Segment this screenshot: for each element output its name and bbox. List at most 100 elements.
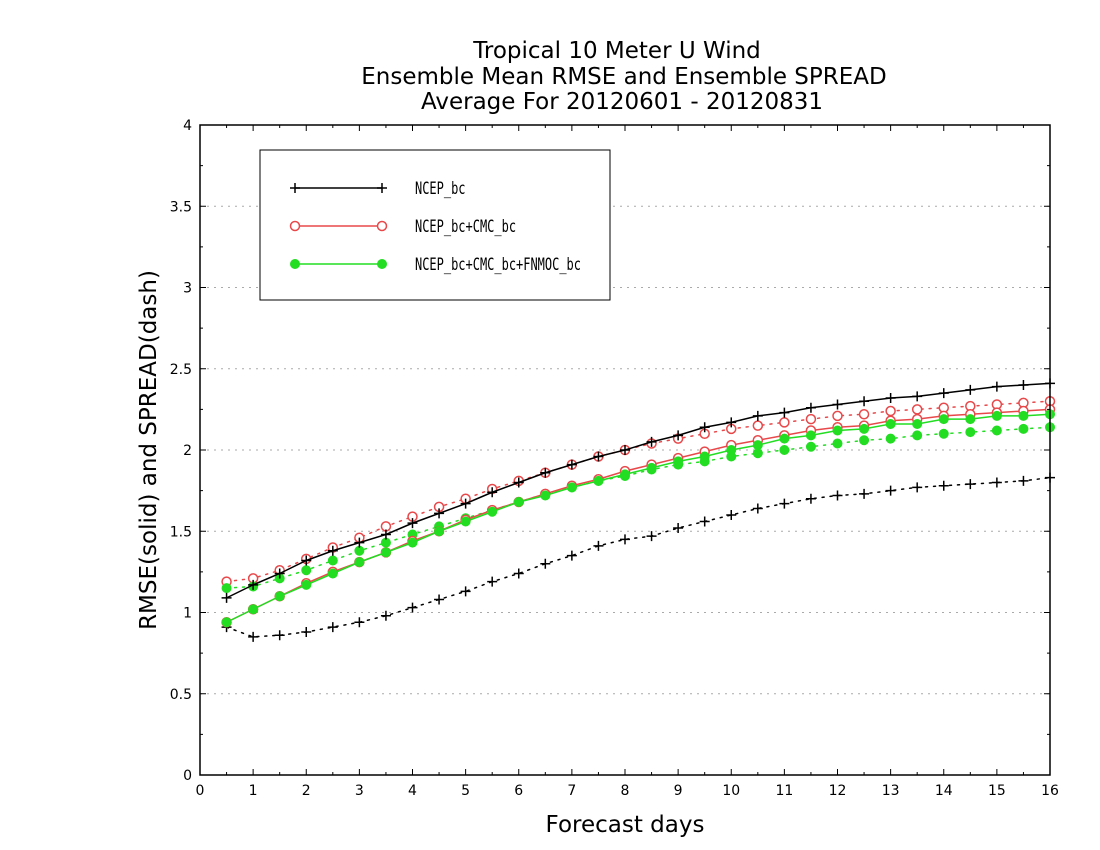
x-tick-label: 12: [829, 783, 847, 799]
x-tick-label: 16: [1041, 783, 1059, 799]
rmse-point: [460, 516, 471, 527]
spread-point: [726, 510, 737, 520]
rmse-point: [566, 482, 577, 493]
rmse-point: [859, 423, 870, 434]
x-tick-label: 9: [674, 783, 683, 799]
spread-point: [885, 485, 896, 496]
rmse-point: [487, 506, 498, 517]
spread-point: [434, 594, 445, 605]
spread-point: [540, 558, 551, 569]
spread-point: [1018, 423, 1029, 434]
spread-point: [752, 503, 763, 514]
rmse-point: [540, 490, 551, 501]
y-tick-label: 0: [183, 768, 192, 784]
legend-marker-left: [290, 259, 300, 269]
spread-point: [965, 427, 976, 438]
spread-point: [832, 410, 843, 422]
x-tick-label: 3: [355, 783, 364, 799]
rmse-point: [832, 399, 843, 410]
rmse-point: [301, 555, 312, 566]
spread-point: [248, 631, 259, 642]
spread-point: [779, 498, 790, 509]
y-tick-label: 3: [183, 281, 192, 297]
x-tick-label: 8: [621, 783, 630, 799]
rmse-point: [380, 547, 391, 558]
spread-series: [221, 396, 1056, 642]
spread-point: [779, 445, 790, 455]
spread-point: [407, 602, 418, 613]
rmse-point: [832, 425, 843, 436]
legend-label: NCEP_bc+CMC_bc+FNMOC_bc: [415, 254, 581, 275]
x-axis-ticks: 0 1 2 3 4 5 6 7 8 9 10 11 12 13 14 15 16: [196, 125, 1059, 799]
x-tick-label: 1: [249, 783, 258, 799]
x-axis-label: Forecast days: [546, 812, 705, 838]
legend-entry: NCEP_bc+CMC_bc+FNMOC_bc: [290, 254, 581, 275]
rmse-point: [327, 545, 338, 556]
rmse-point: [1018, 410, 1029, 421]
x-tick-label: 6: [514, 783, 523, 799]
rmse-point: [779, 407, 790, 418]
rmse-line-1: [226, 408, 1051, 623]
spread-point: [858, 409, 870, 420]
rmse-point: [779, 433, 790, 444]
spread-point: [885, 433, 896, 444]
rmse-point: [274, 591, 285, 602]
spread-point: [911, 404, 923, 415]
rmse-point: [885, 419, 896, 429]
y-tick-label: 4: [183, 118, 192, 134]
x-tick-label: 15: [988, 783, 1006, 799]
legend-entry: NCEP_bc+CMC_bc: [289, 216, 516, 237]
rmse-point: [726, 417, 737, 428]
spread-point: [301, 627, 312, 637]
legend-box: [259, 149, 611, 301]
spread-point: [301, 565, 312, 576]
legend-marker-right: [377, 183, 387, 193]
rmse-point: [699, 422, 710, 433]
rmse-point: [991, 410, 1002, 421]
spread-point: [832, 490, 843, 501]
rmse-point: [646, 462, 657, 473]
y-tick-label: 0.5: [170, 687, 192, 703]
rmse-point: [752, 440, 763, 451]
rmse-point: [1018, 380, 1029, 390]
x-tick-label: 10: [722, 783, 740, 799]
spread-point: [912, 482, 923, 493]
spread-point: [1018, 475, 1029, 486]
rmse-point: [885, 393, 896, 403]
rmse-point: [646, 436, 657, 447]
spread-point: [354, 617, 365, 628]
rmse-point: [248, 579, 259, 590]
spread-point: [832, 438, 843, 449]
spread-point: [938, 480, 949, 491]
rmse-point: [726, 445, 737, 455]
title-line-1: Tropical 10 Meter U Wind: [472, 38, 761, 64]
rmse-point: [301, 579, 312, 590]
rmse-point: [460, 498, 471, 509]
rmse-point: [699, 451, 710, 462]
legend-label: NCEP_bc+CMC_bc: [415, 216, 516, 237]
spread-point: [885, 405, 896, 417]
rmse-point: [327, 568, 338, 579]
rmse-point: [274, 568, 285, 579]
rmse-point: [248, 604, 259, 615]
rmse-point: [407, 518, 418, 529]
rmse-point: [938, 414, 949, 425]
x-tick-label: 11: [775, 783, 793, 799]
spread-point: [593, 540, 604, 551]
spread-point: [965, 479, 976, 490]
legend-marker-right: [377, 259, 387, 269]
x-tick-label: 5: [461, 783, 470, 799]
rmse-point: [965, 384, 976, 395]
rmse-point: [566, 459, 577, 470]
y-tick-label: 1.5: [170, 524, 192, 540]
spread-point: [513, 568, 524, 579]
rmse-point: [593, 451, 604, 462]
rmse-point: [620, 445, 630, 455]
y-tick-label: 2.5: [170, 362, 192, 378]
rmse-point: [380, 529, 391, 540]
spread-point: [327, 622, 338, 633]
rmse-point: [221, 617, 232, 628]
rmse-point: [673, 456, 684, 467]
chart-title: Tropical 10 Meter U Wind Ensemble Mean R…: [361, 38, 886, 115]
